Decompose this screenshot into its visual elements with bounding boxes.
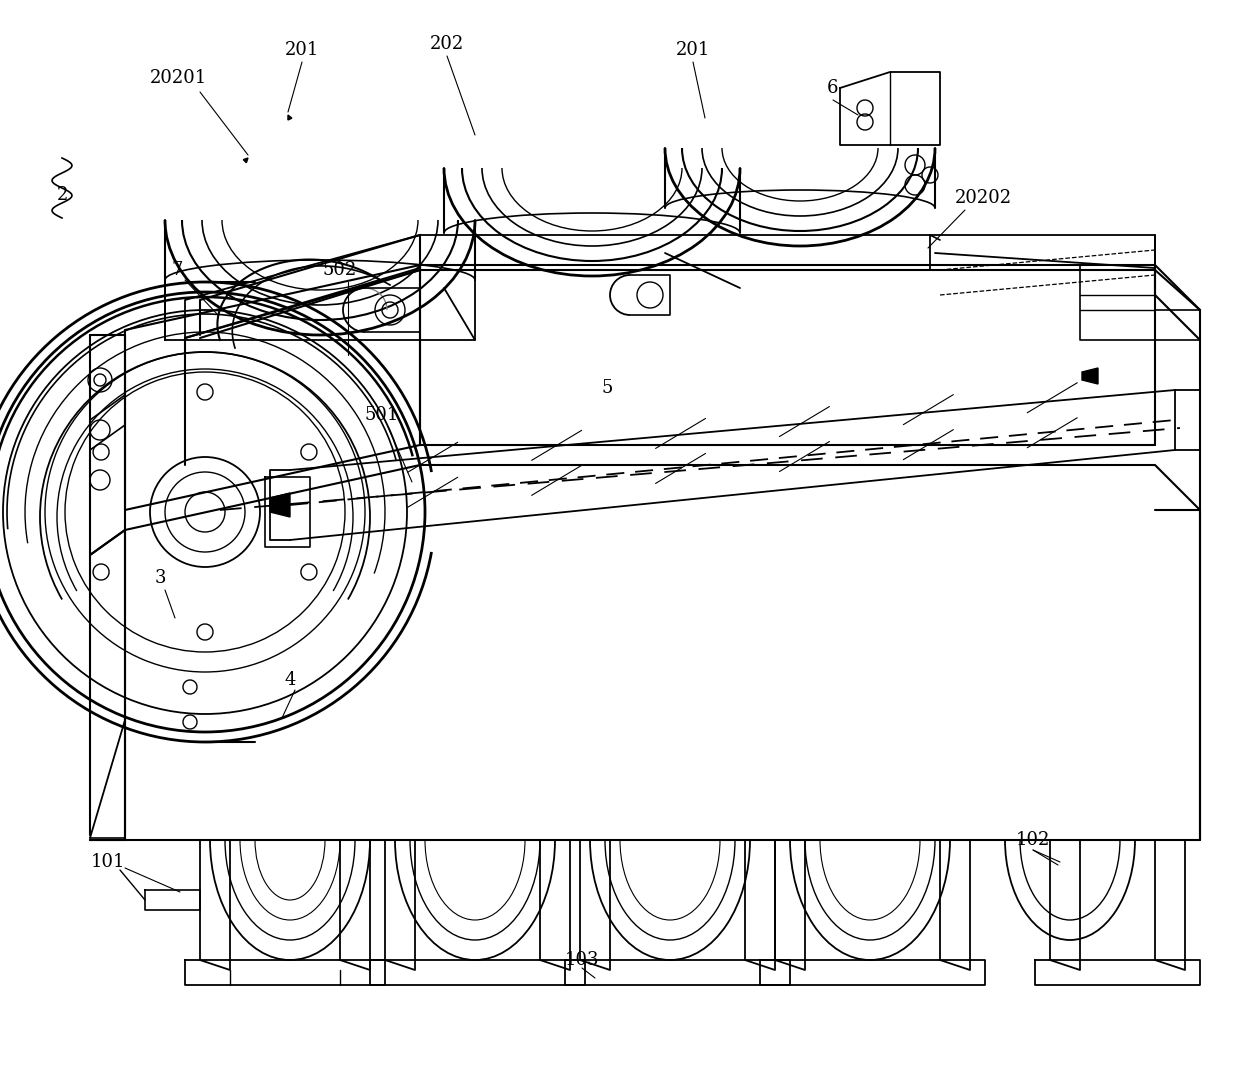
Polygon shape xyxy=(1082,368,1098,384)
Text: 202: 202 xyxy=(430,35,465,53)
Text: 101: 101 xyxy=(90,853,125,871)
Text: 502: 502 xyxy=(323,261,357,279)
Text: 501: 501 xyxy=(364,406,399,424)
Text: 2: 2 xyxy=(56,186,68,204)
Text: 6: 6 xyxy=(828,79,839,97)
Text: 103: 103 xyxy=(565,951,600,969)
Text: 3: 3 xyxy=(154,569,166,587)
Text: 5: 5 xyxy=(601,379,613,397)
Polygon shape xyxy=(287,115,292,120)
Text: 20201: 20201 xyxy=(150,69,207,87)
Text: 20202: 20202 xyxy=(954,189,1011,207)
Text: 201: 201 xyxy=(675,41,710,59)
Text: 201: 201 xyxy=(285,41,320,59)
Polygon shape xyxy=(270,493,290,517)
Text: 7: 7 xyxy=(171,261,182,279)
Polygon shape xyxy=(243,158,248,163)
Text: 102: 102 xyxy=(1016,831,1051,849)
Text: 4: 4 xyxy=(284,671,296,689)
